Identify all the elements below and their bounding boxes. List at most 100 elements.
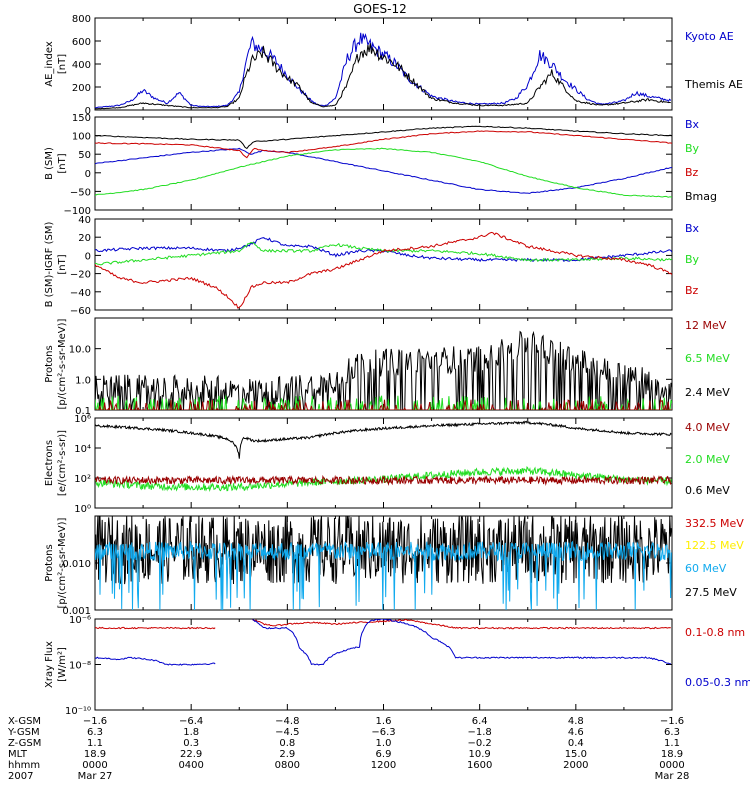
y-tick-label: 50 <box>78 150 91 161</box>
y-axis-label: Protons <box>44 544 55 581</box>
x-tick-label: 6.4 <box>472 716 488 727</box>
y-axis-label: [p/(cm²-s-sr-MeV)] <box>57 318 68 409</box>
y-tick-label: −60 <box>70 306 91 317</box>
x-tick-label: 2000 <box>563 760 588 771</box>
series-line <box>95 130 672 159</box>
y-axis-label: Protons <box>44 345 55 382</box>
y-axis-label: Electrons <box>44 440 55 486</box>
series-line <box>95 32 672 109</box>
y-axis-label: [nT] <box>57 254 68 274</box>
y-tick-label: 10.0 <box>69 345 91 356</box>
legend-entry: 12 MeV <box>685 319 727 332</box>
x-tick-label: 10.9 <box>469 749 491 760</box>
x-tick-label: 4.6 <box>568 727 584 738</box>
panel-bfield: −100 −50 0 50 100 150 B (SM) [nT] Bx By Bz Bmag <box>44 113 717 217</box>
x-tick-label: −6.4 <box>179 716 203 727</box>
x-tick-label: 1.1 <box>664 738 680 749</box>
series-line <box>95 43 671 110</box>
x-tick-label: 6.3 <box>664 727 680 738</box>
y-tick-label: −20 <box>70 270 91 281</box>
x-tick-label: 6.3 <box>87 727 103 738</box>
y-tick-label: 0.001 <box>62 606 91 617</box>
x-tick-label: Mar 28 <box>655 771 690 782</box>
series-line <box>95 395 672 410</box>
y-tick-label: 10⁻¹⁰ <box>65 706 91 717</box>
x-row-label: MLT <box>8 749 28 760</box>
x-row-label: X-GSM <box>8 716 41 727</box>
y-tick-label: −50 <box>70 187 91 198</box>
y-axis-label: B (SM)-IGRF (SM) <box>44 222 55 308</box>
y-tick-label: 0.010 <box>62 559 91 570</box>
y-tick-label: 150 <box>72 113 91 124</box>
panel-protons_low: 0.1 1.0 10.0 Protons [p/(cm²-s-sr-MeV)] 12 Me… <box>44 317 730 417</box>
y-tick-label: 10⁰ <box>74 504 91 515</box>
legend-entry: 0.6 MeV <box>685 484 730 497</box>
series-line <box>95 237 672 263</box>
legend-entry: Bmag <box>685 190 717 203</box>
y-axis-label: [W/m²] <box>57 647 68 682</box>
y-tick-label: 10⁶ <box>74 414 91 425</box>
y-axis-label: B (SM) <box>44 147 55 180</box>
y-tick-label: 800 <box>72 14 91 25</box>
y-tick-label: 40 <box>78 215 91 226</box>
panel-electrons: 10⁰ 10² 10⁴ 10⁶ Electrons [e/(cm²-s-sr)] 4.0 M… <box>44 414 730 515</box>
x-tick-label: −0.2 <box>468 738 492 749</box>
series-line <box>95 241 672 266</box>
legend-entry: Kyoto AE <box>685 30 734 43</box>
y-tick-label: 0 <box>85 251 91 262</box>
legend-entry: 6.5 MeV <box>685 352 730 365</box>
x-tick-label: −6.3 <box>371 727 395 738</box>
y-tick-label: 10⁻⁶ <box>69 615 91 626</box>
legend-entry: 0.05-0.3 nm <box>685 676 750 689</box>
legend-entry: Bz <box>685 284 699 297</box>
legend-entry: 60 MeV <box>685 562 727 575</box>
panel-frame <box>94 417 673 509</box>
x-tick-label: 1.8 <box>183 727 199 738</box>
series-line <box>95 516 672 585</box>
legend-entry: Bx <box>685 118 700 131</box>
legend-entry: 27.5 MeV <box>685 586 737 599</box>
y-tick-label: −100 <box>64 206 91 217</box>
x-row-label: Z-GSM <box>8 738 41 749</box>
legend-entry: 0.1-0.8 nm <box>685 626 745 639</box>
y-tick-label: 10² <box>74 474 91 485</box>
series-line <box>95 330 672 410</box>
panel-protons_high: 0.001 0.010 Protons [p/(cm²-s-sr-MeV)] 332.5… <box>44 515 744 617</box>
series-line <box>95 231 672 309</box>
y-tick-label: 10⁴ <box>74 444 91 455</box>
panel-frame <box>94 218 673 311</box>
series-line <box>95 147 672 194</box>
x-tick-label: 0.8 <box>279 738 295 749</box>
x-tick-label: −1.6 <box>83 716 107 727</box>
y-axis-label: Xray Flux <box>44 641 55 688</box>
series-line <box>95 474 672 486</box>
series-line <box>95 465 672 492</box>
x-tick-label: 1.1 <box>87 738 103 749</box>
x-row-label: 2007 <box>8 771 33 782</box>
x-tick-label: 0400 <box>178 760 203 771</box>
x-tick-label: 0000 <box>82 760 107 771</box>
series-line <box>95 398 672 410</box>
series-line <box>95 420 672 459</box>
x-tick-label: −4.8 <box>275 716 299 727</box>
legend-entry: 122.5 MeV <box>685 539 744 552</box>
series-line <box>95 125 672 150</box>
x-tick-label: 15.0 <box>565 749 587 760</box>
x-tick-label: 18.9 <box>84 749 106 760</box>
x-tick-label: −1.8 <box>468 727 492 738</box>
y-tick-label: 0 <box>85 169 91 180</box>
y-axis-label: [nT] <box>57 153 68 173</box>
x-tick-label: −1.6 <box>660 716 684 727</box>
y-tick-label: 200 <box>72 83 91 94</box>
panel-frame <box>94 116 673 211</box>
y-tick-label: 100 <box>72 132 91 143</box>
x-tick-label: 1200 <box>371 760 396 771</box>
series-line <box>95 147 672 198</box>
legend-entry: 332.5 MeV <box>685 517 744 530</box>
x-tick-label: 1.0 <box>376 738 392 749</box>
y-axis-label: [p/(cm²-s-sr-MeV)] <box>57 517 68 608</box>
x-tick-label: 22.9 <box>180 749 202 760</box>
legend-entry: 2.0 MeV <box>685 453 730 466</box>
series-line <box>95 619 671 666</box>
